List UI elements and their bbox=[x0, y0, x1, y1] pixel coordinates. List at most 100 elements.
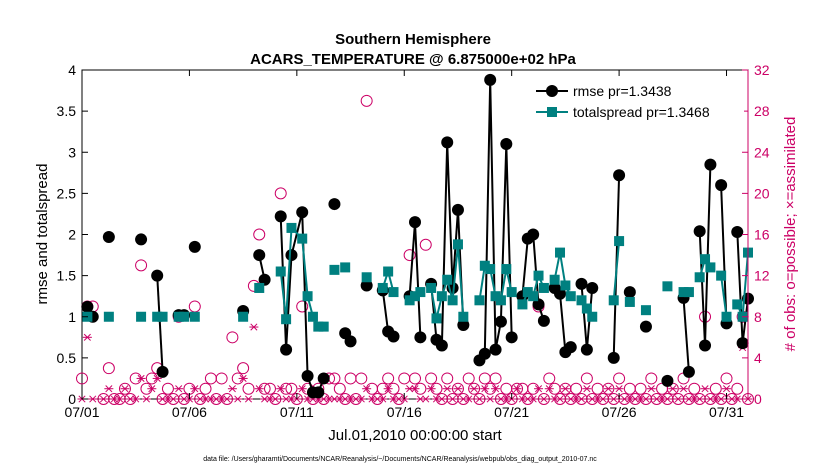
spread-point bbox=[281, 314, 292, 325]
rmse-point bbox=[532, 298, 545, 311]
y-right-tick-label: 4 bbox=[754, 350, 762, 366]
rmse-point bbox=[387, 330, 400, 343]
spread-point bbox=[528, 291, 539, 302]
legend-spread-label: totalspread pr=1.3468 bbox=[573, 104, 710, 120]
obs-assimilated-marker bbox=[227, 385, 237, 393]
y-axis-left-label: rmse and totalspread bbox=[34, 164, 51, 305]
obs-possible-marker bbox=[382, 372, 395, 385]
obs-assimilated-stroke bbox=[577, 395, 586, 403]
spread-point bbox=[683, 287, 694, 298]
obs-possible-marker bbox=[215, 372, 228, 385]
obs-assimilated-stroke bbox=[255, 385, 263, 393]
obs-assimilated-stroke bbox=[271, 395, 279, 403]
spread-point bbox=[732, 299, 743, 310]
obs-assimilated-stroke bbox=[212, 395, 220, 403]
spread-line-segment bbox=[720, 275, 728, 317]
rmse-point bbox=[409, 216, 421, 229]
obs-assimilated-stroke bbox=[352, 395, 360, 403]
obs-assimilated-stroke bbox=[481, 385, 489, 393]
obs-assimilated-stroke bbox=[669, 385, 677, 393]
obs-assimilated-marker bbox=[270, 395, 280, 403]
obs-assimilated-marker bbox=[577, 395, 586, 403]
obs-assimilated-marker bbox=[555, 395, 565, 403]
spread-line-segment bbox=[553, 252, 572, 297]
obs-possible-marker bbox=[199, 382, 212, 395]
obs-possible-marker bbox=[570, 382, 583, 395]
obs-assimilated-stroke bbox=[475, 395, 484, 403]
rmse-point bbox=[478, 347, 491, 360]
obs-assimilated-stroke bbox=[363, 385, 371, 393]
obs-assimilated-stroke bbox=[438, 395, 446, 403]
obs-assimilated-stroke bbox=[454, 385, 462, 393]
obs-assimilated-stroke bbox=[529, 395, 537, 403]
spread-point bbox=[404, 295, 415, 306]
obs-assimilated-stroke bbox=[411, 385, 419, 393]
spread-line-segment bbox=[612, 241, 621, 301]
obs-assimilated-marker bbox=[115, 395, 125, 403]
x-tick-label: 07/31 bbox=[709, 404, 744, 420]
obs-assimilated-stroke bbox=[282, 395, 290, 403]
data-file-footnote: data file: /Users/gharamti/Documents/NCA… bbox=[203, 456, 597, 463]
spread-point bbox=[549, 274, 560, 285]
spread-point bbox=[254, 282, 265, 293]
obs-possible-marker bbox=[537, 393, 550, 405]
obs-assimilated-marker bbox=[426, 385, 436, 393]
obs-assimilated-marker bbox=[238, 374, 248, 382]
obs-assimilated-stroke bbox=[142, 395, 151, 403]
obs-assimilated-stroke bbox=[540, 395, 548, 403]
rmse-point bbox=[639, 320, 652, 333]
rmse-point bbox=[414, 331, 427, 344]
spread-point bbox=[431, 313, 442, 324]
obs-possible-marker bbox=[102, 362, 115, 375]
obs-assimilated-marker bbox=[276, 385, 286, 393]
obs-possible-marker bbox=[409, 372, 421, 385]
legend-rmse-marker bbox=[546, 85, 558, 97]
obs-assimilated-marker bbox=[383, 385, 393, 393]
spread-point bbox=[608, 295, 619, 306]
obs-assimilated-stroke bbox=[89, 395, 97, 403]
spread-point bbox=[678, 287, 689, 298]
obs-assimilated-stroke bbox=[261, 395, 269, 403]
spread-point bbox=[716, 270, 727, 281]
rmse-point bbox=[505, 331, 518, 344]
obs-assimilated-stroke bbox=[653, 395, 661, 403]
obs-assimilated-stroke bbox=[325, 395, 333, 403]
rmse-point bbox=[586, 281, 599, 294]
obs-assimilated-stroke bbox=[631, 395, 639, 403]
spread-point bbox=[474, 295, 485, 306]
x-tick-label: 07/11 bbox=[280, 404, 314, 420]
obs-assimilated-stroke bbox=[116, 395, 124, 403]
spread-point bbox=[157, 311, 168, 322]
spread-point bbox=[694, 272, 705, 283]
spread-point bbox=[560, 280, 571, 291]
obs-possible-marker bbox=[76, 372, 88, 385]
obs-assimilated-stroke bbox=[148, 385, 156, 393]
spread-point bbox=[538, 282, 549, 293]
obs-possible-marker bbox=[333, 382, 346, 395]
y-axis-right: 0 4 8 12 16 20 24 28 32 bbox=[742, 62, 770, 407]
obs-assimilated-stroke bbox=[620, 395, 629, 403]
obs-assimilated-stroke bbox=[137, 374, 145, 382]
obs-assimilated-marker bbox=[485, 395, 495, 403]
rmse-point bbox=[500, 138, 513, 151]
rmse-point bbox=[693, 225, 706, 238]
obs-assimilated-stroke bbox=[373, 395, 381, 403]
obs-assimilated-marker bbox=[244, 395, 253, 403]
spread-point bbox=[447, 295, 458, 306]
obs-assimilated-stroke bbox=[722, 385, 731, 393]
spread-point bbox=[103, 311, 114, 322]
obs-assimilated-stroke bbox=[567, 395, 575, 403]
spread-point bbox=[275, 266, 286, 277]
spread-point bbox=[501, 264, 512, 275]
obs-possible-marker bbox=[441, 372, 454, 385]
obs-possible-marker bbox=[462, 372, 475, 385]
obs-possible-marker bbox=[242, 382, 255, 395]
obs-assimilated-stroke bbox=[449, 395, 457, 403]
obs-assimilated-marker bbox=[141, 395, 151, 403]
obs-assimilated-marker bbox=[582, 385, 592, 393]
obs-assimilated-marker bbox=[421, 395, 431, 403]
x-tick-label: 07/01 bbox=[64, 404, 99, 420]
obs-assimilated-marker bbox=[528, 395, 538, 403]
obs-possible-marker bbox=[543, 372, 556, 385]
obs-assimilated-stroke bbox=[126, 395, 134, 403]
